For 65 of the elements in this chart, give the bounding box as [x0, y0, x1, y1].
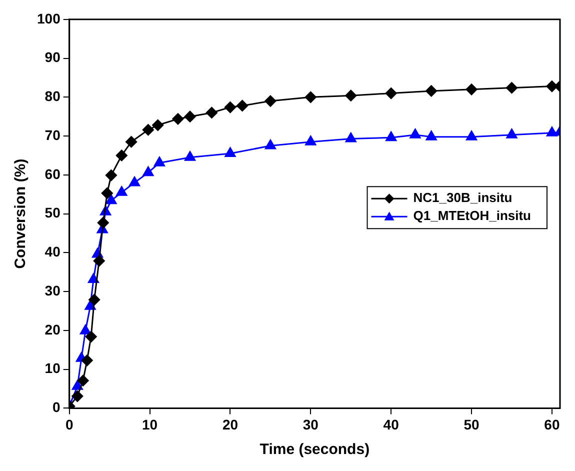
point — [72, 390, 84, 402]
y-tick-label: 30 — [44, 282, 61, 298]
y-tick-label: 70 — [44, 126, 61, 143]
point — [84, 300, 96, 310]
point — [116, 186, 128, 196]
point — [105, 170, 117, 182]
point — [224, 102, 236, 114]
point — [410, 128, 421, 138]
point — [386, 131, 397, 142]
point — [184, 151, 196, 161]
y-tick-label: 90 — [44, 49, 61, 66]
x-axis-title: Time (seconds) — [260, 441, 370, 458]
point — [88, 294, 100, 306]
point — [506, 82, 518, 94]
x-tick-label: 60 — [544, 416, 560, 432]
point — [142, 166, 154, 176]
point — [264, 95, 276, 107]
x-tick-label: 40 — [383, 416, 400, 432]
point — [426, 85, 438, 97]
point — [101, 187, 113, 199]
point — [506, 128, 518, 138]
y-tick-label: 100 — [37, 10, 61, 26]
point — [81, 354, 93, 366]
point — [93, 255, 105, 267]
point — [142, 124, 154, 136]
x-tick-label: 50 — [464, 416, 480, 432]
x-tick-label: 30 — [302, 416, 319, 432]
point — [154, 156, 165, 166]
point — [126, 136, 138, 148]
point — [206, 106, 218, 118]
y-tick-label: 20 — [44, 321, 61, 338]
point — [77, 374, 89, 386]
point — [106, 194, 117, 204]
point — [184, 110, 196, 122]
point — [385, 88, 397, 100]
point — [466, 130, 478, 140]
y-axis-title: Conversion (%) — [12, 158, 30, 269]
point — [116, 150, 128, 162]
y-tick-label: 10 — [44, 360, 61, 376]
y-tick-label: 40 — [44, 244, 61, 260]
point — [345, 90, 357, 102]
y-tick-label: 60 — [44, 166, 61, 182]
point — [305, 136, 316, 146]
point — [97, 216, 109, 228]
point — [80, 324, 91, 334]
point — [236, 100, 248, 112]
point — [426, 130, 437, 140]
point — [172, 113, 184, 125]
point — [264, 140, 276, 150]
x-tick-label: 20 — [222, 416, 238, 432]
x-tick-label: 0 — [65, 416, 74, 432]
point — [85, 330, 97, 342]
point — [466, 84, 478, 96]
point — [152, 119, 164, 131]
point — [304, 91, 316, 103]
y-tick-label: 0 — [52, 399, 61, 416]
legend-label: Q1_MTEtOH_insitu — [413, 208, 532, 224]
point — [546, 126, 558, 136]
point — [128, 176, 140, 186]
point — [345, 132, 356, 142]
y-tick-label: 50 — [44, 204, 61, 221]
point — [224, 147, 236, 158]
legend-label: NC1_30B_insitu — [413, 190, 512, 206]
x-tick-label: 10 — [142, 416, 158, 432]
y-tick-label: 80 — [44, 88, 61, 104]
